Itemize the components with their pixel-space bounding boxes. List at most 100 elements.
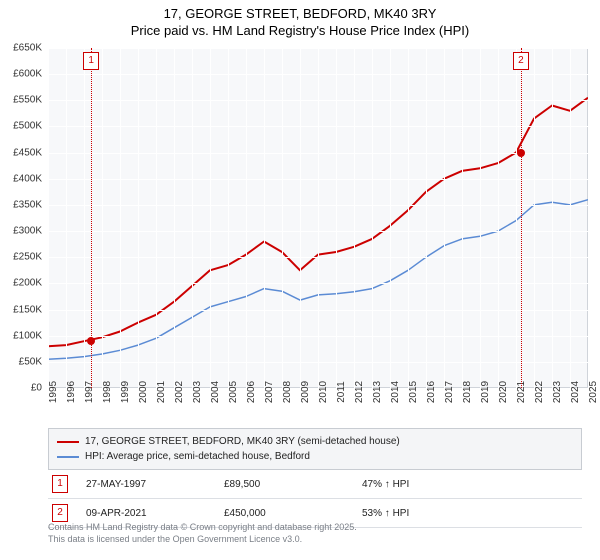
- events-table: 1 27-MAY-1997 £89,500 47% ↑ HPI 2 09-APR…: [48, 470, 582, 528]
- y-axis-tick-label: £350K: [13, 199, 42, 210]
- x-axis-tick-label: 1996: [66, 381, 77, 403]
- event-marker: 2: [513, 52, 529, 70]
- y-axis-tick-label: £100K: [13, 330, 42, 341]
- x-axis-tick-label: 2014: [390, 381, 401, 403]
- gridline-vertical: [444, 48, 445, 388]
- x-axis-tick-label: 2020: [498, 381, 509, 403]
- event-line: [521, 48, 522, 388]
- x-axis-tick-label: 2004: [210, 381, 221, 403]
- x-axis-tick-label: 2001: [156, 381, 167, 403]
- legend-label: HPI: Average price, semi-detached house,…: [85, 449, 310, 464]
- gridline-vertical: [498, 48, 499, 388]
- footer-line: This data is licensed under the Open Gov…: [48, 534, 582, 546]
- y-axis-tick-label: £400K: [13, 173, 42, 184]
- gridline-vertical: [156, 48, 157, 388]
- y-axis-tick-label: £0: [31, 383, 42, 394]
- gridline-vertical: [210, 48, 211, 388]
- gridline-vertical: [48, 48, 49, 388]
- event-row: 1 27-MAY-1997 £89,500 47% ↑ HPI: [48, 470, 582, 499]
- gridline-vertical: [372, 48, 373, 388]
- gridline-vertical: [174, 48, 175, 388]
- x-axis-tick-label: 2010: [318, 381, 329, 403]
- x-axis-tick-label: 1995: [48, 381, 59, 403]
- x-axis-tick-label: 1998: [102, 381, 113, 403]
- legend-label: 17, GEORGE STREET, BEDFORD, MK40 3RY (se…: [85, 434, 400, 449]
- x-axis-tick-label: 2007: [264, 381, 275, 403]
- gridline-vertical: [426, 48, 427, 388]
- gridline-vertical: [408, 48, 409, 388]
- x-axis-tick-label: 2013: [372, 381, 383, 403]
- event-delta: 53% ↑ HPI: [362, 508, 482, 519]
- gridline-vertical: [66, 48, 67, 388]
- event-price: £89,500: [224, 479, 344, 490]
- gridline-vertical: [192, 48, 193, 388]
- gridline-vertical: [480, 48, 481, 388]
- gridline-vertical: [516, 48, 517, 388]
- gridline-vertical: [246, 48, 247, 388]
- gridline-vertical: [228, 48, 229, 388]
- x-axis-tick-label: 2017: [444, 381, 455, 403]
- event-number-badge: 1: [52, 475, 68, 493]
- event-delta: 47% ↑ HPI: [362, 479, 482, 490]
- gridline-vertical: [570, 48, 571, 388]
- event-marker: 1: [83, 52, 99, 70]
- gridline-vertical: [300, 48, 301, 388]
- gridline-vertical: [120, 48, 121, 388]
- gridline-vertical: [354, 48, 355, 388]
- footer-line: Contains HM Land Registry data © Crown c…: [48, 522, 582, 534]
- y-axis-tick-label: £50K: [19, 356, 42, 367]
- legend-box: 17, GEORGE STREET, BEDFORD, MK40 3RY (se…: [48, 428, 582, 470]
- legend-swatch-2: [57, 456, 79, 458]
- x-axis-tick-label: 2024: [570, 381, 581, 403]
- event-number-badge: 2: [52, 504, 68, 522]
- event-date: 27-MAY-1997: [86, 479, 206, 490]
- y-axis-tick-label: £200K: [13, 278, 42, 289]
- chart-container: 17, GEORGE STREET, BEDFORD, MK40 3RY Pri…: [0, 0, 600, 560]
- y-axis-tick-label: £600K: [13, 69, 42, 80]
- y-axis-tick-label: £300K: [13, 226, 42, 237]
- title-line-2: Price paid vs. HM Land Registry's House …: [0, 23, 600, 40]
- x-axis-tick-label: 2003: [192, 381, 203, 403]
- gridline-vertical: [588, 48, 589, 388]
- gridline-vertical: [102, 48, 103, 388]
- x-axis-tick-label: 2005: [228, 381, 239, 403]
- event-dot: [517, 149, 525, 157]
- event-dot: [87, 337, 95, 345]
- x-axis-tick-label: 2019: [480, 381, 491, 403]
- x-axis-tick-label: 2002: [174, 381, 185, 403]
- y-axis-tick-label: £450K: [13, 147, 42, 158]
- event-date: 09-APR-2021: [86, 508, 206, 519]
- title-line-1: 17, GEORGE STREET, BEDFORD, MK40 3RY: [0, 6, 600, 23]
- y-axis-tick-label: £150K: [13, 304, 42, 315]
- x-axis-tick-label: 2022: [534, 381, 545, 403]
- gridline-vertical: [462, 48, 463, 388]
- gridline-vertical: [138, 48, 139, 388]
- x-axis-tick-label: 2016: [426, 381, 437, 403]
- x-axis-tick-label: 2012: [354, 381, 365, 403]
- title-block: 17, GEORGE STREET, BEDFORD, MK40 3RY Pri…: [0, 0, 600, 40]
- y-axis-tick-label: £250K: [13, 252, 42, 263]
- legend-row: HPI: Average price, semi-detached house,…: [57, 449, 573, 464]
- legend-swatch-1: [57, 441, 79, 443]
- gridline-vertical: [282, 48, 283, 388]
- x-axis-tick-label: 2006: [246, 381, 257, 403]
- gridline-vertical: [534, 48, 535, 388]
- legend-row: 17, GEORGE STREET, BEDFORD, MK40 3RY (se…: [57, 434, 573, 449]
- chart-area: £0£50K£100K£150K£200K£250K£300K£350K£400…: [48, 48, 588, 388]
- x-axis-tick-label: 2000: [138, 381, 149, 403]
- gridline-vertical: [390, 48, 391, 388]
- y-axis-tick-label: £550K: [13, 95, 42, 106]
- x-axis-tick-label: 2025: [588, 381, 599, 403]
- gridline-vertical: [84, 48, 85, 388]
- x-axis-tick-label: 2015: [408, 381, 419, 403]
- x-axis-tick-label: 2009: [300, 381, 311, 403]
- y-axis-tick-label: £500K: [13, 121, 42, 132]
- gridline-vertical: [336, 48, 337, 388]
- event-price: £450,000: [224, 508, 344, 519]
- x-axis-tick-label: 2011: [336, 381, 347, 403]
- x-axis-tick-label: 2023: [552, 381, 563, 403]
- gridline-vertical: [318, 48, 319, 388]
- x-axis-tick-label: 2018: [462, 381, 473, 403]
- x-axis-tick-label: 1999: [120, 381, 131, 403]
- y-axis-tick-label: £650K: [13, 43, 42, 54]
